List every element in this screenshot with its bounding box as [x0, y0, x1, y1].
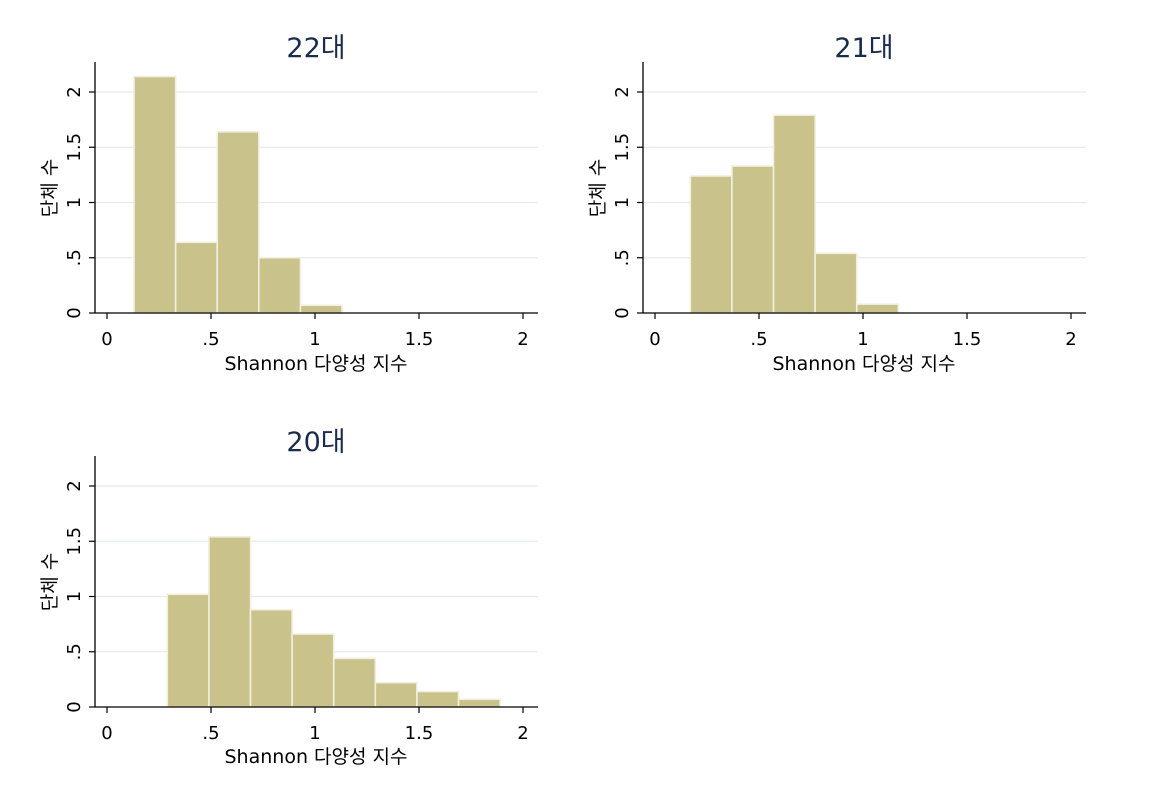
y-tick-label: .5: [612, 249, 633, 266]
histogram-bar: [416, 690, 460, 708]
histogram-bar: [133, 75, 177, 314]
x-tick-label: .5: [202, 723, 219, 744]
x-axis-label: Shannon 다양성 지수: [225, 746, 408, 768]
x-tick-label: .5: [750, 329, 767, 350]
histogram-bar: [689, 175, 733, 314]
histogram-bar: [208, 536, 252, 708]
y-tick-label: 1.5: [612, 133, 633, 162]
histogram-bar: [332, 657, 377, 708]
histogram-bars: [689, 114, 900, 314]
x-tick-label: 2: [1065, 329, 1076, 350]
panel-title: 20대: [286, 427, 345, 458]
x-tick-label: 0: [101, 723, 112, 744]
histogram-bar: [249, 608, 293, 708]
x-tick-label: 2: [517, 329, 528, 350]
x-tick-label: 1: [309, 723, 320, 744]
histogram-bar: [731, 165, 775, 314]
y-tick-label: 1: [612, 197, 633, 208]
y-axis-label: 단체 수: [39, 159, 61, 217]
x-tick-label: 0: [649, 329, 660, 350]
x-tick-label: 0: [101, 329, 112, 350]
y-tick-label: 0: [64, 307, 85, 318]
histogram-bar: [291, 633, 335, 708]
x-tick-label: 1: [309, 329, 320, 350]
x-tick-label: 1: [857, 329, 868, 350]
y-axis-label: 단체 수: [39, 553, 61, 611]
x-axis-label: Shannon 다양성 지수: [225, 353, 408, 375]
y-tick-label: 1.5: [64, 527, 85, 556]
y-tick-label: 2: [612, 86, 633, 97]
x-tick-label: 1.5: [405, 723, 434, 744]
histogram-bar: [299, 304, 343, 314]
histogram-bar: [772, 114, 816, 314]
x-axis-label: Shannon 다양성 지수: [773, 353, 956, 375]
y-axis-label: 단체 수: [587, 159, 609, 217]
histogram-panel-20: 20대 0 .5 1 1.5 2 0 .5 1 1.5 2 Shannon 다양성 지수 단체 수: [39, 427, 538, 768]
y-tick-label: .5: [64, 643, 85, 660]
y-tick-label: 1: [64, 591, 85, 602]
x-tick-label: 2: [517, 723, 528, 744]
histogram-bar: [374, 681, 418, 708]
x-tick-label: .5: [202, 329, 219, 350]
axis-ticks: 0 .5 1 1.5 2 0 .5 1 1.5 2: [64, 480, 529, 744]
panel-title: 22대: [286, 33, 345, 64]
histogram-bar: [216, 130, 260, 314]
histogram-bar: [814, 252, 858, 314]
y-tick-label: 2: [64, 480, 85, 491]
y-tick-label: 0: [612, 307, 633, 318]
histogram-bar: [258, 256, 302, 314]
histogram-bar: [855, 303, 900, 314]
histogram-bar: [166, 593, 210, 708]
y-tick-label: .5: [64, 249, 85, 266]
y-tick-label: 2: [64, 86, 85, 97]
panel-title: 21대: [834, 33, 893, 64]
axis-ticks: 0 .5 1 1.5 2 0 .5 1 1.5 2: [64, 86, 529, 350]
x-tick-label: 1.5: [405, 329, 434, 350]
histogram-bar: [174, 241, 219, 314]
y-tick-label: 1: [64, 197, 85, 208]
histogram-panel-21: 21대 0 .5 1 1.5 2 0 .5 1 1.5 2 Shannon 다양성 지수 단체 수: [587, 33, 1086, 375]
y-tick-label: 1.5: [64, 133, 85, 162]
histogram-panel-22: 22대 0 .5 1 1.5 2 0 .5 1 1.5 2 Shannon 다양성 지수 단체 수: [39, 33, 538, 375]
y-tick-label: 0: [64, 701, 85, 712]
histogram-bar: [457, 698, 501, 708]
axis-ticks: 0 .5 1 1.5 2 0 .5 1 1.5 2: [612, 86, 1077, 350]
histogram-bars: [166, 536, 501, 708]
x-tick-label: 1.5: [953, 329, 982, 350]
